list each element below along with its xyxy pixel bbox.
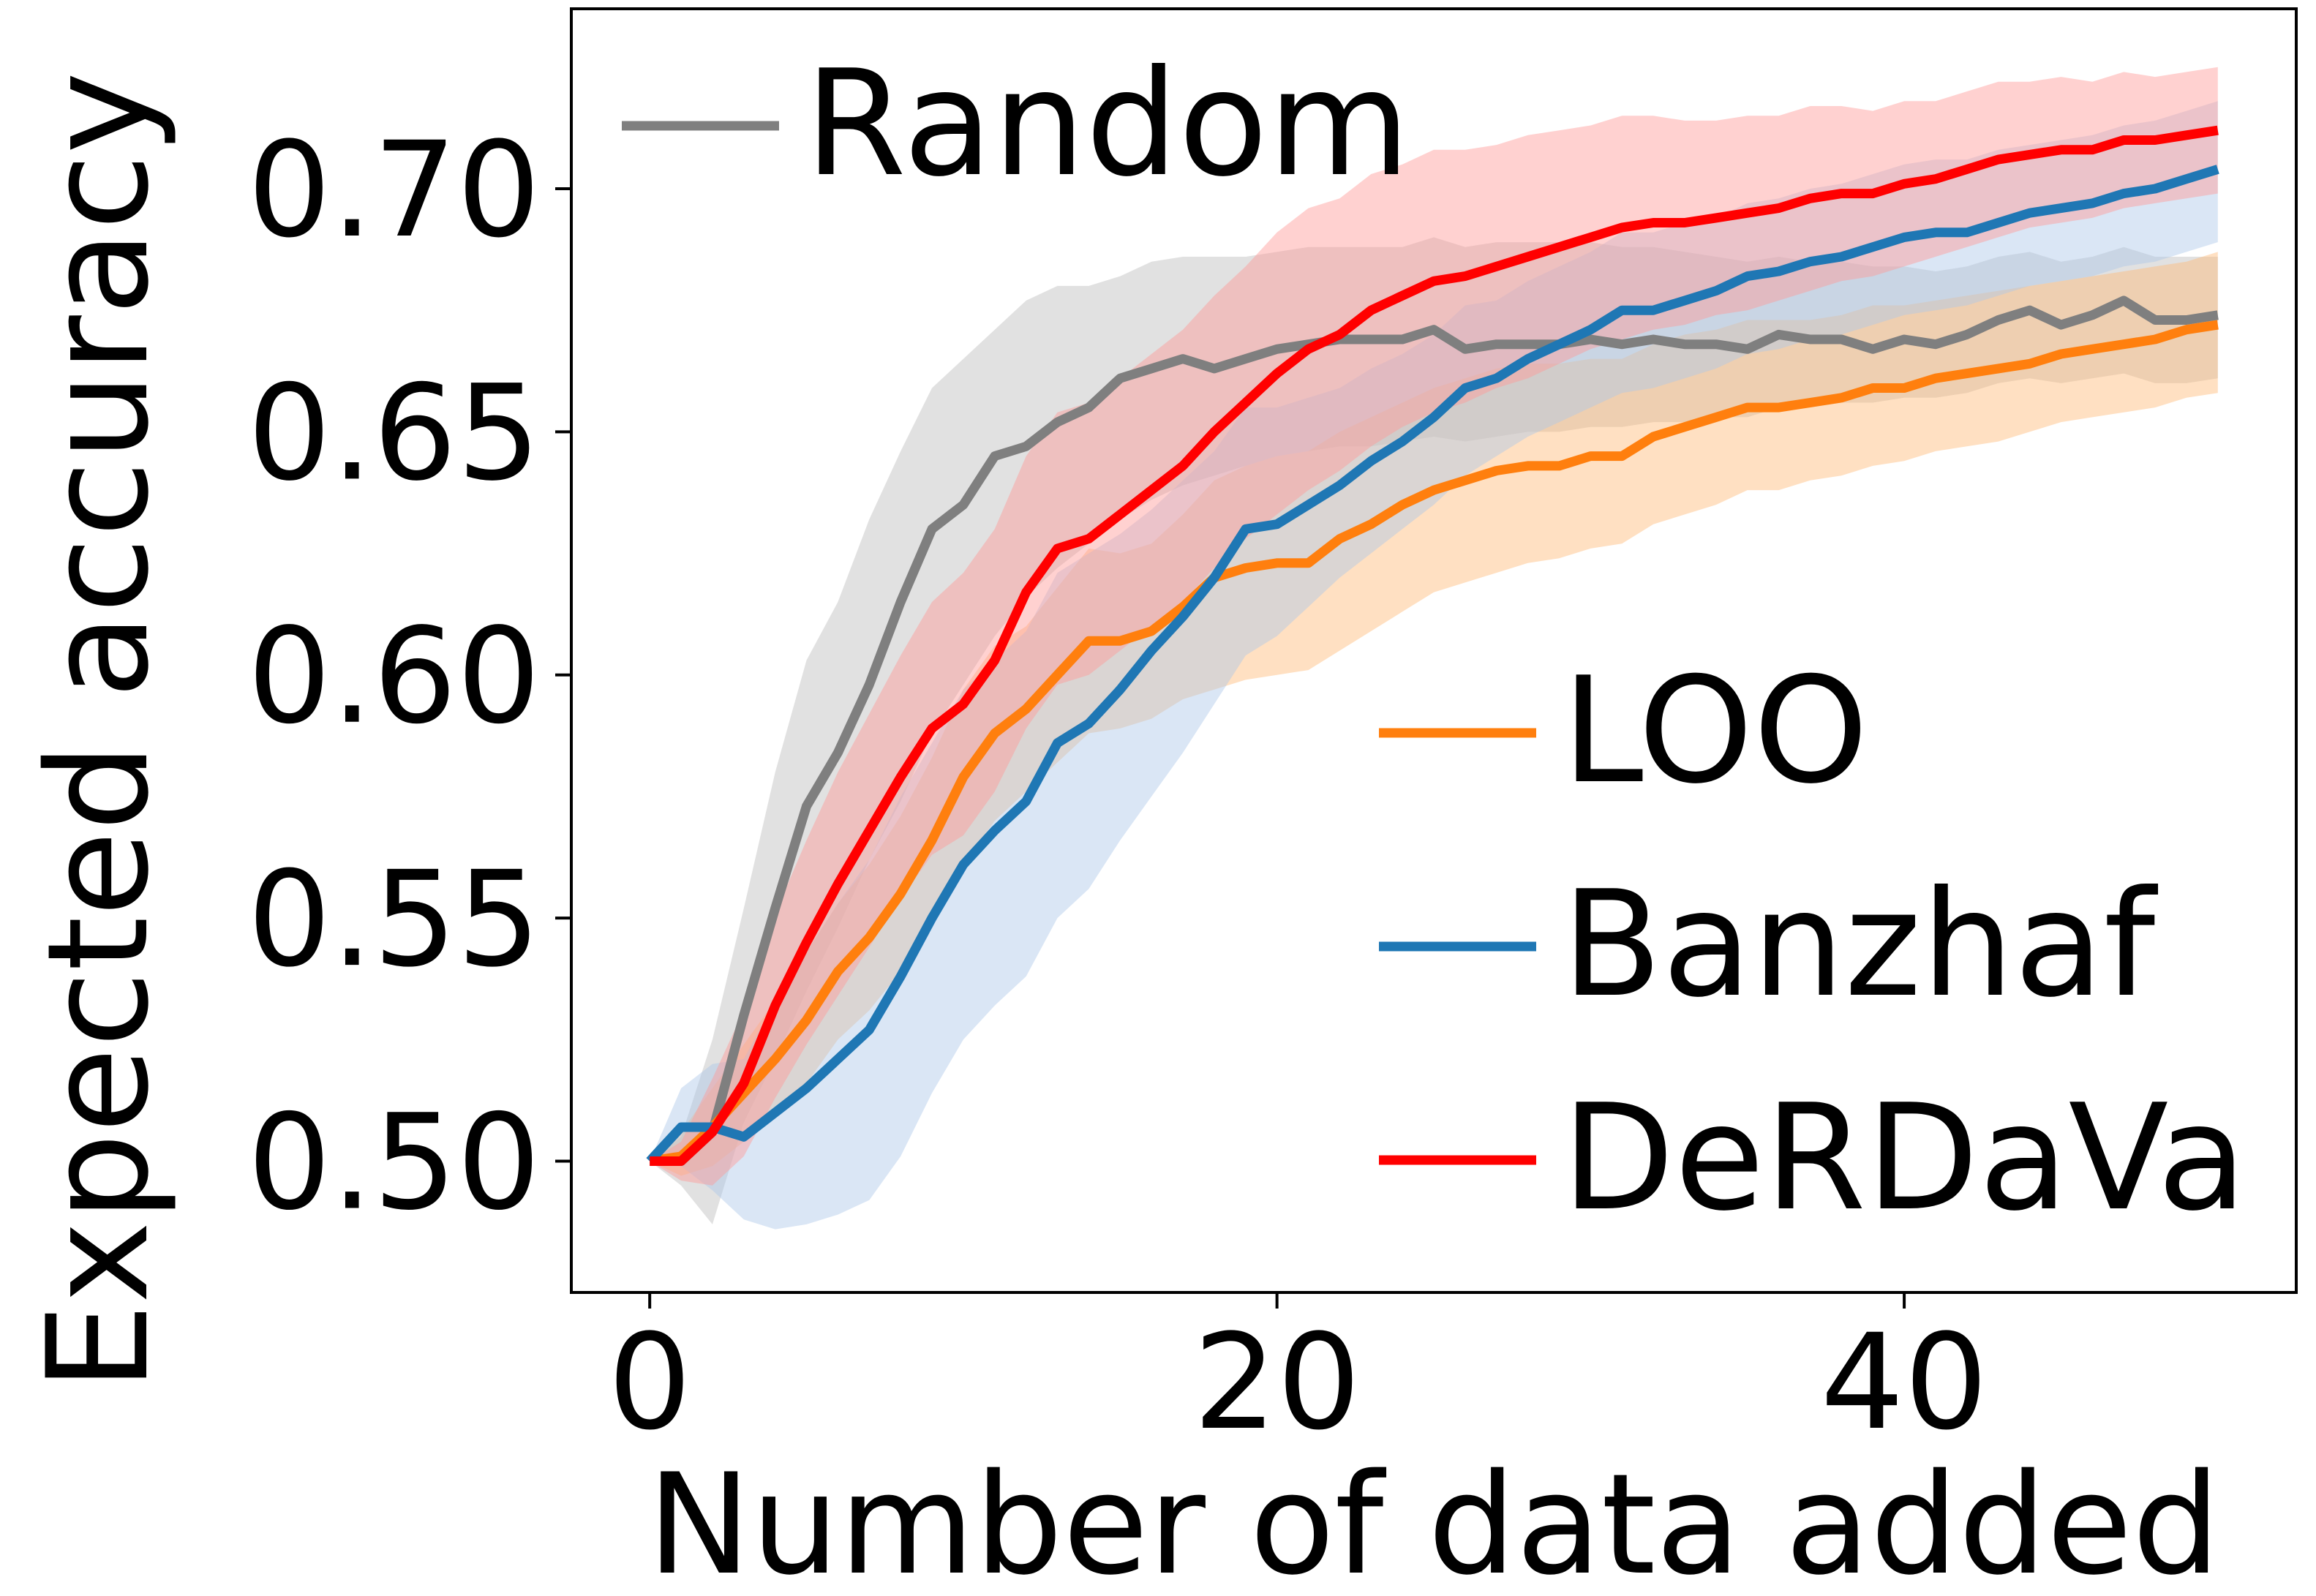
line-random — [650, 296, 2219, 1166]
y-tick-label: 0.65 — [247, 357, 541, 510]
line-derdava — [650, 125, 2219, 1166]
x-axis: 0 20 40 — [608, 1292, 1988, 1459]
y-tick-label: 0.60 — [247, 601, 541, 753]
legend-label-banzhaf: Banzhaf — [1562, 859, 2159, 1030]
x-axis-label: Number of data added — [647, 1444, 2221, 1596]
y-axis-label: Expected accuracy — [18, 72, 179, 1391]
band-random — [650, 237, 2218, 1224]
band-loo — [650, 252, 2218, 1176]
plot-frame — [570, 7, 2298, 1294]
y-tick-label: 0.55 — [247, 843, 541, 996]
x-tick-label: 0 — [608, 1306, 692, 1459]
band-banzhaf — [650, 101, 2218, 1230]
y-axis: 0.50 0.55 0.60 0.65 0.70 — [247, 114, 571, 1240]
x-tick-label: 40 — [1821, 1306, 1988, 1459]
legend-label-random: Random — [805, 39, 1410, 209]
legends: Random LOO Banzhaf DeRDaVa — [622, 39, 2247, 1243]
legend-label-loo: LOO — [1562, 646, 1868, 816]
line-banzhaf — [646, 165, 2219, 1164]
y-tick-label: 0.70 — [247, 114, 541, 267]
series-lines — [646, 125, 2219, 1166]
y-tick-label: 0.50 — [247, 1087, 541, 1240]
band-derdava — [650, 67, 2218, 1186]
legend-label-derdava: DeRDaVa — [1562, 1073, 2247, 1243]
x-tick-label: 20 — [1193, 1306, 1361, 1459]
confidence-bands — [650, 67, 2218, 1230]
line-loo — [649, 320, 2219, 1166]
